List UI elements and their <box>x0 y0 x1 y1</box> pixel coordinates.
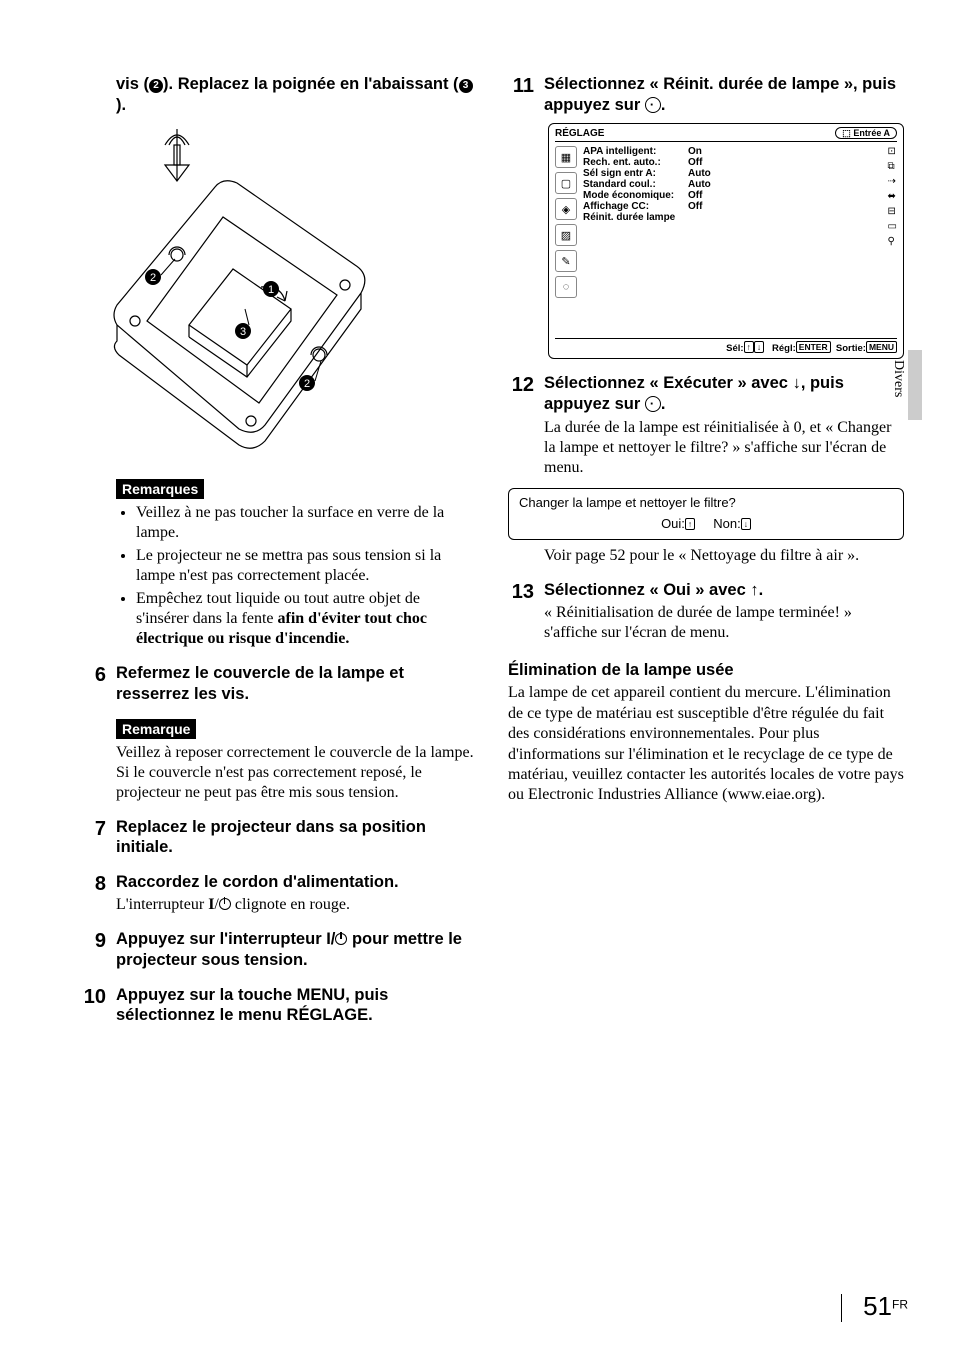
power-icon <box>219 898 231 910</box>
step-13-body: « Réinitialisation de durée de lampe ter… <box>544 603 904 643</box>
menu-tab-icon: ◌ <box>555 276 577 298</box>
page-number: 51FR <box>863 1291 908 1322</box>
step-11-number: 11 <box>508 74 534 359</box>
footer-separator <box>841 1294 842 1322</box>
disposal-body: La lampe de cet appareil contient du mer… <box>508 683 904 806</box>
menu-rows: APA intelligent:On Rech. ent. auto.:Off … <box>583 146 882 298</box>
list-item: Veillez à ne pas toucher la surface en v… <box>136 503 476 543</box>
svg-text:1: 1 <box>268 284 274 296</box>
side-tab-label: Divers <box>890 360 906 397</box>
post-dialog-text: Voir page 52 pour le « Nettoyage du filt… <box>544 546 904 566</box>
menu-title: RÉGLAGE <box>555 128 604 139</box>
circled-2-icon: 2 <box>149 79 163 93</box>
menu-tab-icon: ✎ <box>555 250 577 272</box>
list-item: Le projecteur ne se mettra pas sous tens… <box>136 546 476 586</box>
step-7-title: Replacez le projecteur dans sa position … <box>116 817 476 858</box>
remarks-label: Remarques <box>116 479 204 499</box>
dialog-text: Changer la lampe et nettoyer le filtre? <box>519 495 893 510</box>
left-column: 0 vis (2). Replacez la poignée en l'abai… <box>80 60 476 1026</box>
menu-tab-icon: ◈ <box>555 198 577 220</box>
menu-input-badge: ⬚ Entrée A <box>835 128 897 139</box>
menu-tab-icon: ▨ <box>555 224 577 246</box>
joystick-icon <box>645 97 661 113</box>
step-12-title: Sélectionnez « Exécuter » avec ↓, puis a… <box>544 373 904 414</box>
onscreen-menu: RÉGLAGE ⬚ Entrée A ▦ ▢ ◈ ▨ ✎ ◌ <box>548 123 904 359</box>
menu-right-icons: ⊡ ⧉ ⇢ ⬌ ⊟ ▭ ⚲ <box>888 146 897 298</box>
menu-left-icons: ▦ ▢ ◈ ▨ ✎ ◌ <box>555 146 577 298</box>
step-8-title: Raccordez le cordon d'alimentation. <box>116 872 476 893</box>
menu-tab-icon: ▦ <box>555 146 577 168</box>
step-9-title: Appuyez sur l'interrupteur I/ pour mettr… <box>116 929 476 970</box>
disposal-heading: Élimination de la lampe usée <box>508 661 904 680</box>
step-7-number: 7 <box>80 817 106 858</box>
step-10-number: 10 <box>80 985 106 1026</box>
svg-text:2: 2 <box>304 378 310 390</box>
lamp-housing-diagram: 2 1 3 2 <box>105 125 375 465</box>
list-item: Empêchez tout liquide ou tout autre obje… <box>136 589 476 649</box>
circled-3-icon: 3 <box>459 79 473 93</box>
remarks-list: Veillez à ne pas toucher la surface en v… <box>116 503 476 649</box>
remark-body: Veillez à reposer correctement le couver… <box>116 743 476 803</box>
step-8-body: L'interrupteur I/ clignote en rouge. <box>116 895 476 915</box>
menu-tab-icon: ▢ <box>555 172 577 194</box>
step-13-title: Sélectionnez « Oui » avec ↑. <box>544 580 904 601</box>
svg-text:2: 2 <box>150 272 156 284</box>
step-8-number: 8 <box>80 872 106 916</box>
dialog-options: Oui:↑ Non:↓ <box>519 516 893 531</box>
step-10-title: Appuyez sur la touche MENU, puis sélecti… <box>116 985 476 1026</box>
step-6-title: Refermez le couvercle de la lampe et res… <box>116 663 476 704</box>
step5-continued-title: vis (2). Replacez la poignée en l'abaiss… <box>116 74 476 115</box>
step-12-body: La durée de la lampe est réinitialisée à… <box>544 418 904 478</box>
step-11-title: Sélectionnez « Réinit. durée de lampe »,… <box>544 74 904 115</box>
confirm-dialog: Changer la lampe et nettoyer le filtre? … <box>508 488 904 540</box>
step-12-number: 12 <box>508 373 534 477</box>
svg-text:3: 3 <box>240 326 246 338</box>
power-icon <box>335 933 347 945</box>
menu-footer: Sél:↑↓ Régl:ENTER Sortie:MENU <box>555 338 897 354</box>
step-6-number: 6 <box>80 663 106 802</box>
remark-label: Remarque <box>116 719 196 739</box>
joystick-icon <box>645 396 661 412</box>
side-tab <box>908 350 922 420</box>
step-9-number: 9 <box>80 929 106 970</box>
step-13-number: 13 <box>508 580 534 644</box>
right-column: 11 Sélectionnez « Réinit. durée de lampe… <box>508 60 904 1026</box>
